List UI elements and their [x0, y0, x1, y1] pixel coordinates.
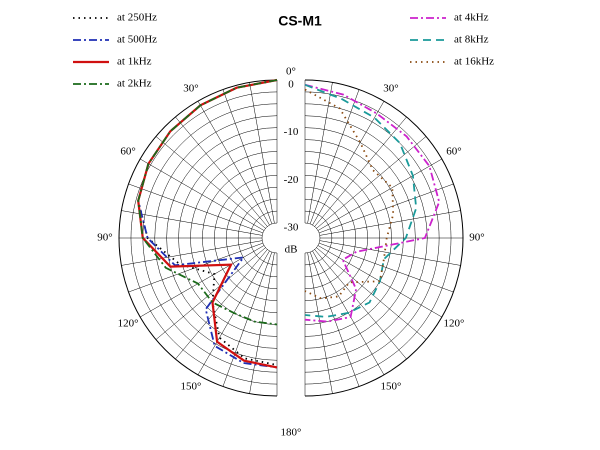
legend-label: at 1kHz — [117, 56, 152, 68]
spoke — [249, 82, 275, 224]
spoke — [155, 136, 266, 229]
angle-label: 120° — [118, 318, 139, 330]
series-line — [304, 83, 441, 323]
r-tick-label: -30 — [284, 222, 299, 234]
legend-label: at 4kHz — [454, 12, 489, 24]
angle-label: 150° — [381, 380, 402, 392]
legend-label: at 8kHz — [454, 34, 489, 46]
spoke — [309, 89, 360, 224]
spoke — [319, 183, 454, 234]
angle-label: 180° — [281, 427, 302, 439]
r-tick-label: -10 — [284, 126, 299, 138]
spoke — [222, 89, 273, 224]
series-line — [304, 88, 395, 300]
angle-label: 30° — [383, 83, 398, 95]
legend-label: at 500Hz — [117, 34, 157, 46]
angle-label: 150° — [181, 380, 202, 392]
spoke — [140, 158, 265, 231]
spoke — [175, 249, 268, 360]
angle-label: 60° — [120, 146, 135, 158]
angle-label: 60° — [446, 146, 461, 158]
spoke — [307, 252, 333, 394]
legend-label: at 250Hz — [117, 12, 157, 24]
angle-label: 90° — [469, 232, 484, 244]
angle-label: 90° — [97, 232, 112, 244]
spoke — [316, 136, 427, 229]
spoke — [128, 183, 263, 234]
spoke — [319, 242, 454, 293]
spoke — [307, 82, 333, 224]
legend-label: at 16kHz — [454, 56, 494, 68]
spoke — [317, 158, 442, 231]
chart-title: CS-M1 — [278, 13, 322, 29]
r-tick-label: -20 — [284, 174, 299, 186]
legend-label: at 2kHz — [117, 78, 152, 90]
spoke — [314, 116, 407, 227]
angle-label: 0° — [286, 66, 296, 78]
inner-circle — [261, 222, 278, 254]
inner-circle — [304, 222, 321, 254]
series-line — [304, 83, 418, 318]
spoke — [140, 245, 265, 318]
spoke — [314, 249, 407, 360]
spoke — [121, 240, 263, 266]
series-line — [137, 79, 278, 366]
r-tick-label: 0 — [288, 79, 294, 91]
spoke — [121, 210, 263, 236]
angle-label: 120° — [444, 318, 465, 330]
spoke — [128, 242, 263, 293]
spoke — [155, 247, 266, 340]
spoke — [316, 247, 427, 340]
angle-label: 30° — [183, 83, 198, 95]
r-unit: dB — [285, 244, 298, 256]
series-line — [137, 79, 278, 326]
spoke — [175, 116, 268, 227]
spoke — [312, 101, 385, 226]
spoke — [197, 101, 270, 226]
